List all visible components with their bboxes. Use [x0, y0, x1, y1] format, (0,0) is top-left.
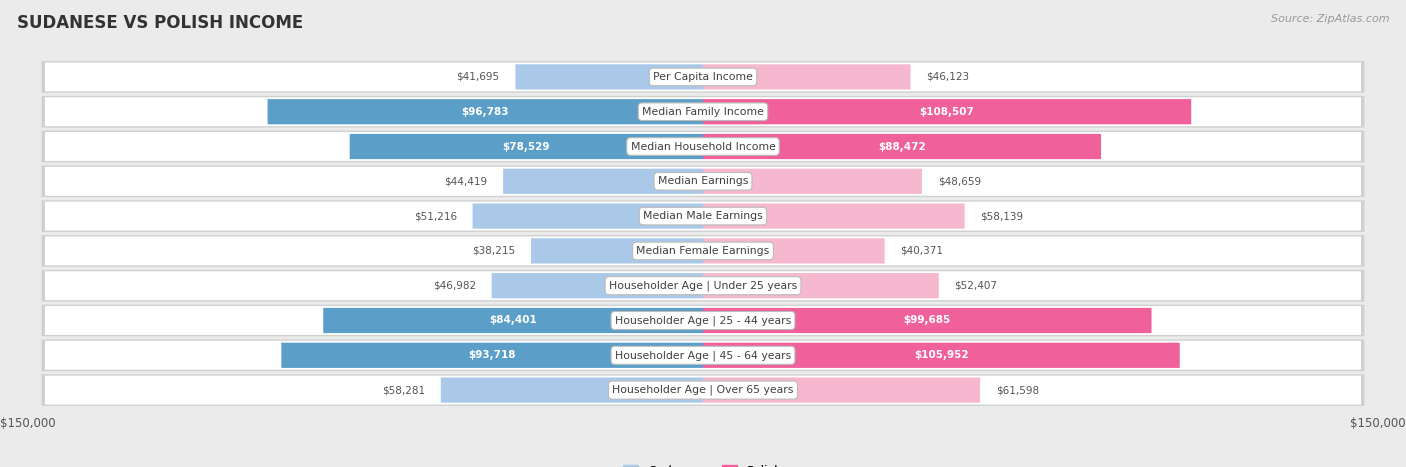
FancyBboxPatch shape: [42, 340, 1364, 371]
Text: Median Household Income: Median Household Income: [630, 142, 776, 151]
FancyBboxPatch shape: [45, 271, 1361, 300]
Text: $52,407: $52,407: [955, 281, 997, 290]
FancyBboxPatch shape: [42, 304, 1364, 336]
FancyBboxPatch shape: [42, 61, 1364, 93]
Text: Per Capita Income: Per Capita Income: [652, 72, 754, 82]
Text: $44,419: $44,419: [444, 177, 488, 186]
Text: $46,123: $46,123: [927, 72, 969, 82]
FancyBboxPatch shape: [323, 308, 703, 333]
Text: Source: ZipAtlas.com: Source: ZipAtlas.com: [1271, 14, 1389, 24]
Legend: Sudanese, Polish: Sudanese, Polish: [619, 460, 787, 467]
FancyBboxPatch shape: [45, 202, 1361, 231]
FancyBboxPatch shape: [531, 238, 703, 263]
FancyBboxPatch shape: [703, 238, 884, 263]
FancyBboxPatch shape: [350, 134, 703, 159]
FancyBboxPatch shape: [441, 377, 703, 403]
Text: $58,139: $58,139: [980, 211, 1024, 221]
Text: $105,952: $105,952: [914, 350, 969, 360]
Text: Householder Age | 45 - 64 years: Householder Age | 45 - 64 years: [614, 350, 792, 361]
FancyBboxPatch shape: [703, 273, 939, 298]
FancyBboxPatch shape: [703, 99, 1191, 124]
FancyBboxPatch shape: [45, 167, 1361, 196]
FancyBboxPatch shape: [703, 64, 911, 90]
Text: $38,215: $38,215: [472, 246, 516, 256]
FancyBboxPatch shape: [703, 169, 922, 194]
Text: $88,472: $88,472: [879, 142, 927, 151]
Text: Median Family Income: Median Family Income: [643, 107, 763, 117]
FancyBboxPatch shape: [45, 236, 1361, 265]
FancyBboxPatch shape: [267, 99, 703, 124]
FancyBboxPatch shape: [45, 63, 1361, 92]
Text: $51,216: $51,216: [413, 211, 457, 221]
Text: Householder Age | Under 25 years: Householder Age | Under 25 years: [609, 281, 797, 291]
Text: Median Earnings: Median Earnings: [658, 177, 748, 186]
Text: Householder Age | 25 - 44 years: Householder Age | 25 - 44 years: [614, 315, 792, 326]
Text: $93,718: $93,718: [468, 350, 516, 360]
Text: Median Female Earnings: Median Female Earnings: [637, 246, 769, 256]
Text: $78,529: $78,529: [502, 142, 550, 151]
FancyBboxPatch shape: [503, 169, 703, 194]
Text: $41,695: $41,695: [457, 72, 499, 82]
FancyBboxPatch shape: [42, 235, 1364, 267]
FancyBboxPatch shape: [45, 375, 1361, 404]
Text: $84,401: $84,401: [489, 316, 537, 325]
Text: Householder Age | Over 65 years: Householder Age | Over 65 years: [612, 385, 794, 396]
Text: $46,982: $46,982: [433, 281, 475, 290]
Text: SUDANESE VS POLISH INCOME: SUDANESE VS POLISH INCOME: [17, 14, 304, 32]
FancyBboxPatch shape: [42, 131, 1364, 163]
FancyBboxPatch shape: [703, 343, 1180, 368]
Text: Median Male Earnings: Median Male Earnings: [643, 211, 763, 221]
FancyBboxPatch shape: [42, 165, 1364, 197]
FancyBboxPatch shape: [45, 341, 1361, 370]
Text: $61,598: $61,598: [995, 385, 1039, 395]
FancyBboxPatch shape: [703, 308, 1152, 333]
FancyBboxPatch shape: [703, 377, 980, 403]
FancyBboxPatch shape: [42, 270, 1364, 302]
FancyBboxPatch shape: [45, 97, 1361, 126]
FancyBboxPatch shape: [42, 374, 1364, 406]
FancyBboxPatch shape: [516, 64, 703, 90]
FancyBboxPatch shape: [281, 343, 703, 368]
FancyBboxPatch shape: [472, 204, 703, 229]
Text: $108,507: $108,507: [920, 107, 974, 117]
Text: $99,685: $99,685: [904, 316, 950, 325]
FancyBboxPatch shape: [45, 132, 1361, 161]
FancyBboxPatch shape: [703, 204, 965, 229]
Text: $58,281: $58,281: [382, 385, 425, 395]
Text: $96,783: $96,783: [461, 107, 509, 117]
FancyBboxPatch shape: [45, 306, 1361, 335]
FancyBboxPatch shape: [492, 273, 703, 298]
FancyBboxPatch shape: [703, 134, 1101, 159]
FancyBboxPatch shape: [42, 96, 1364, 127]
Text: $40,371: $40,371: [900, 246, 943, 256]
FancyBboxPatch shape: [42, 200, 1364, 232]
Text: $48,659: $48,659: [938, 177, 981, 186]
